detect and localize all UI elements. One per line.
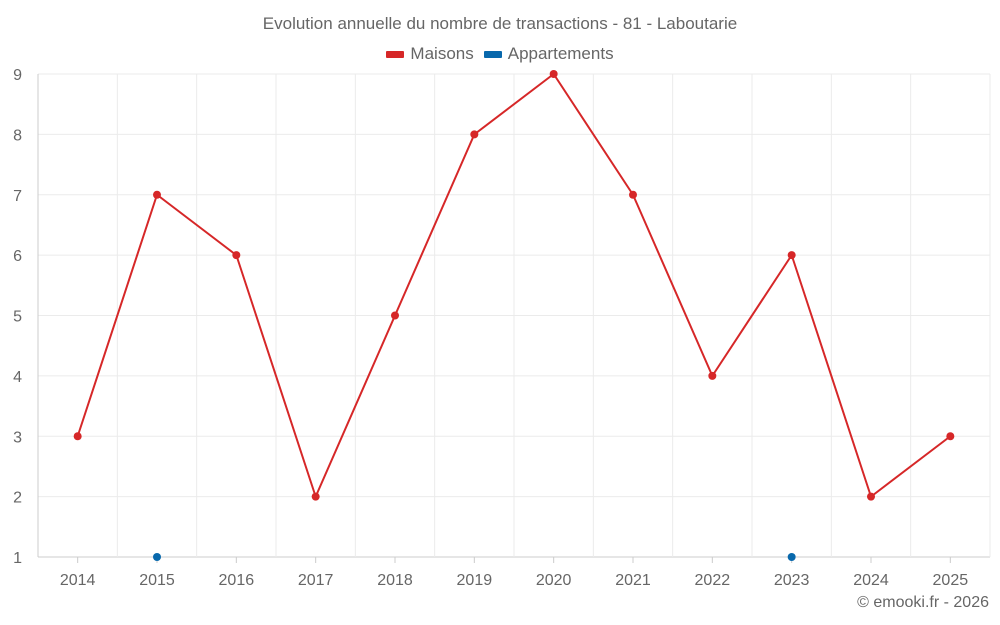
x-tick-label: 2014 (60, 572, 96, 589)
y-tick-label: 5 (13, 309, 22, 326)
y-tick-label: 6 (13, 248, 22, 265)
data-point-maisons (391, 311, 399, 320)
data-point-maisons (946, 432, 955, 441)
x-tick-label: 2020 (536, 572, 572, 589)
x-tick-label: 2019 (457, 572, 493, 589)
y-tick-label: 3 (13, 429, 22, 446)
data-point-maisons (153, 190, 161, 199)
x-tick-label: 2023 (774, 572, 810, 589)
data-point-maisons (867, 492, 875, 501)
x-tick-label: 2024 (853, 572, 889, 589)
x-tick-label: 2017 (298, 572, 334, 589)
y-tick-label: 1 (13, 550, 22, 567)
x-tick-label: 2016 (219, 572, 255, 589)
y-tick-label: 4 (13, 369, 22, 386)
data-point-maisons (787, 251, 796, 260)
x-tick-label: 2015 (139, 572, 175, 589)
legend-item-appartements[interactable]: Appartements (483, 44, 614, 64)
data-point-maisons (232, 251, 241, 260)
data-point-maisons (708, 371, 717, 380)
credit-text: © emooki.fr - 2026 (857, 594, 989, 611)
data-point-maisons (629, 190, 637, 199)
legend-label-maisons: Maisons (410, 44, 474, 63)
legend-label-appartements: Appartements (507, 44, 614, 63)
chart-title: Evolution annuelle du nombre de transact… (262, 14, 738, 33)
y-tick-label: 9 (13, 67, 22, 84)
y-tick-label: 8 (13, 127, 22, 144)
x-tick-label: 2018 (377, 572, 413, 589)
legend-swatch-appartements (483, 50, 502, 58)
y-tick-label: 7 (13, 188, 22, 205)
x-tick-label: 2025 (933, 572, 969, 589)
x-tick-label: 2022 (695, 572, 731, 589)
data-point-maisons (470, 130, 479, 139)
legend-swatch-maisons (386, 50, 405, 58)
data-point-appartements (153, 553, 161, 561)
data-point-maisons (549, 70, 558, 78)
data-point-maisons (311, 492, 320, 501)
data-point-appartements (787, 553, 796, 561)
chart-legend: Maisons Appartements (0, 44, 1000, 64)
legend-item-maisons[interactable]: Maisons (386, 44, 474, 64)
data-point-maisons (73, 432, 82, 441)
x-tick-label: 2021 (615, 572, 651, 589)
series-line-maisons (76, 73, 951, 498)
y-tick-label: 2 (13, 490, 22, 507)
